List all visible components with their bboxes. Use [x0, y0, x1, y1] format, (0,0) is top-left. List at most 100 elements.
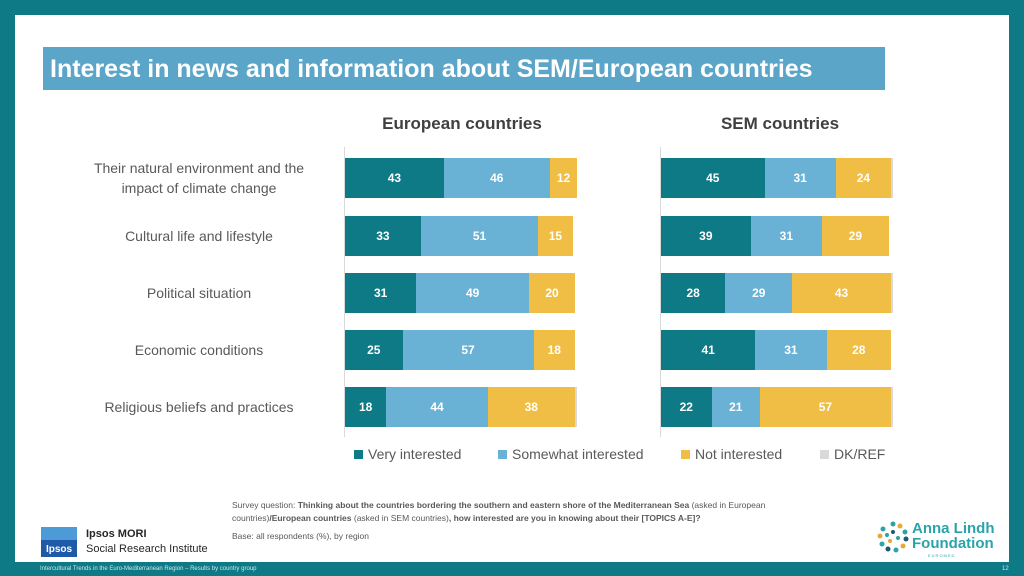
bar-segment	[402, 330, 534, 370]
bar-segment	[661, 158, 765, 198]
bar-data-label: 49	[465, 286, 480, 300]
axis-line-sem	[660, 147, 661, 437]
bar-segment	[711, 387, 760, 427]
legend-swatch	[498, 449, 507, 459]
bar-segment	[661, 387, 712, 427]
page-title: Interest in news and information about S…	[50, 55, 813, 83]
bar-data-label: 44	[430, 400, 444, 414]
bar-data-label: 15	[548, 229, 563, 243]
svg-text:Ipsos: Ipsos	[46, 544, 73, 555]
bar-segment	[345, 216, 421, 256]
bar-data-label: 57	[461, 343, 475, 357]
bar-segment	[549, 158, 578, 198]
bar-segment	[487, 387, 575, 427]
bar-data-label: 51	[472, 229, 487, 243]
bar-segment	[533, 330, 575, 370]
bar-data-label: 20	[545, 286, 559, 300]
category-label-line: impact of climate change	[121, 180, 277, 196]
bar-data-label: 12	[556, 171, 571, 185]
bar-segment	[759, 387, 891, 427]
bar-data-label: 25	[367, 343, 381, 357]
legend-item-not: Not interested	[681, 446, 782, 462]
bar-data-label: 41	[701, 343, 715, 357]
bar-data-label: 45	[706, 171, 720, 185]
bar-data-label: 43	[834, 286, 849, 300]
bar-segment	[822, 216, 889, 256]
legend-item-somewhat: Somewhat interested	[498, 446, 644, 462]
bar-segment	[792, 273, 891, 313]
bar-data-label: 46	[490, 171, 504, 185]
panel-title-sem: SEM countries	[720, 114, 840, 133]
ipsos-subtitle: Social Research Institute	[86, 543, 208, 555]
alf-name-line2: Foundation	[912, 535, 994, 552]
bar-segment	[529, 273, 575, 313]
bar-segment	[661, 273, 726, 313]
ipsos-name: Ipsos MORI	[86, 528, 147, 540]
bar-segment	[835, 158, 891, 198]
category-label-line: Religious beliefs and practices	[104, 399, 294, 415]
ipsos-logo-icon: Ipsos	[41, 527, 77, 557]
bar-segment	[538, 216, 573, 256]
bar-segment	[750, 216, 822, 256]
bar-data-label: 24	[856, 171, 871, 185]
bar-data-label: 28	[686, 286, 700, 300]
legend-label: Not interested	[695, 446, 783, 462]
bar-segment	[661, 330, 756, 370]
legend-item-dk: DK/REF	[820, 446, 885, 462]
bar-segment	[661, 216, 751, 256]
bar-data-label: 22	[679, 400, 693, 414]
alf-tagline: EUROMED	[928, 553, 956, 558]
bar-segment	[891, 158, 894, 198]
bar-data-label: 33	[376, 229, 390, 243]
legend-swatch	[354, 449, 363, 459]
bar-segment	[345, 330, 403, 370]
bar-data-label: 21	[729, 400, 743, 414]
legend-swatch	[820, 449, 829, 459]
bar-data-label: 38	[524, 400, 538, 414]
bar-data-label: 31	[793, 171, 807, 185]
bar-data-label: 29	[848, 229, 863, 243]
category-label-line: Political situation	[146, 285, 252, 301]
bar-segment	[891, 387, 894, 427]
bar-segment	[416, 273, 529, 313]
category-label: Cultural life and lifestyle	[69, 226, 329, 246]
footer-text: Intercultural Trends in the Euro-Mediter…	[40, 566, 257, 572]
category-label-line: Their natural environment and the	[93, 160, 305, 176]
category-label: Their natural environment and the impact …	[69, 158, 329, 198]
bar-segment	[725, 273, 793, 313]
axis-line-european	[344, 147, 345, 437]
category-label: Political situation	[69, 283, 329, 303]
bar-data-label: 31	[784, 343, 798, 357]
category-label: Religious beliefs and practices	[69, 397, 329, 417]
bar-data-label: 31	[779, 229, 794, 243]
bar-data-label: 18	[359, 400, 373, 414]
bar-data-label: 28	[852, 343, 866, 357]
bar-data-label: 43	[387, 171, 402, 185]
title-bar	[43, 47, 885, 90]
bar-data-label: 18	[547, 343, 561, 357]
page-number: 12	[1002, 566, 1009, 572]
bar-segment	[345, 273, 417, 313]
panel-title-european: European countries	[382, 114, 542, 133]
survey-question: Survey question: Thinking about the coun…	[232, 500, 766, 523]
bar-data-label: 57	[818, 400, 833, 414]
bar-segment	[420, 216, 539, 256]
legend-swatch	[681, 449, 690, 459]
bar-data-label: 29	[752, 286, 766, 300]
bar-segment	[891, 273, 894, 313]
category-label: Economic conditions	[69, 340, 329, 360]
category-label-line: Economic conditions	[134, 342, 264, 358]
bar-segment	[345, 158, 444, 198]
bar-segment	[386, 387, 488, 427]
bar-data-label: 31	[373, 286, 388, 300]
bar-segment	[755, 330, 827, 370]
bar-segment	[764, 158, 836, 198]
legend-label: Very interested	[368, 446, 462, 462]
bar-segment	[443, 158, 550, 198]
alf-name-line1: Anna Lindh	[912, 520, 995, 537]
base-note: Base: all respondents (%), by region	[232, 531, 370, 541]
legend-label: Somewhat interested	[512, 446, 644, 462]
legend-item-very: Very interested	[354, 446, 461, 462]
bar-segment	[345, 387, 387, 427]
anna-lindh-emblem-icon	[877, 521, 909, 553]
